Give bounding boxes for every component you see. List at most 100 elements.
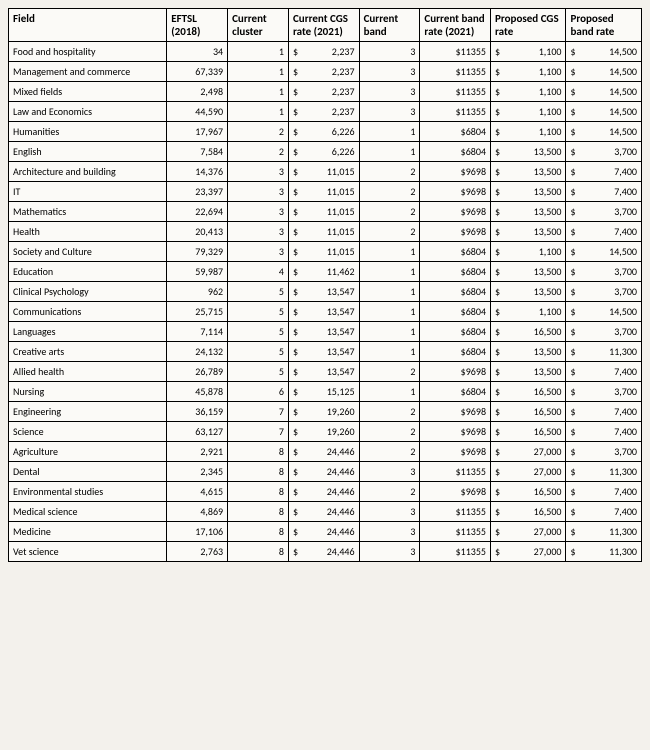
- cell-eftsl: 20,413: [167, 222, 228, 242]
- cell-pcgs: $13,500: [491, 142, 566, 162]
- cell-field: Medical science: [9, 502, 167, 522]
- cell-cluster: 1: [228, 42, 289, 62]
- cell-cgs: $2,237: [288, 102, 359, 122]
- cell-band: 2: [359, 422, 420, 442]
- amount: 27,000: [534, 445, 562, 458]
- cell-pcgs: $1,100: [491, 102, 566, 122]
- cell-cluster: 2: [228, 122, 289, 142]
- cell-pcgs: $16,500: [491, 322, 566, 342]
- cell-eftsl: 962: [167, 282, 228, 302]
- cell-field: IT: [9, 182, 167, 202]
- dollar-sign: $: [293, 345, 301, 358]
- cell-pband: $3,700: [566, 202, 642, 222]
- amount: 7,400: [614, 225, 637, 238]
- amount: 3,700: [614, 205, 637, 218]
- cell-cluster: 7: [228, 402, 289, 422]
- amount: 1,100: [539, 85, 562, 98]
- dollar-sign: $: [293, 305, 301, 318]
- amount: 7,400: [614, 365, 637, 378]
- dollar-sign: $: [570, 145, 578, 158]
- cell-cluster: 5: [228, 282, 289, 302]
- cell-field: Environmental studies: [9, 482, 167, 502]
- dollar-sign: $: [570, 465, 578, 478]
- cell-pband: $7,400: [566, 362, 642, 382]
- amount: 3,700: [614, 385, 637, 398]
- dollar-sign: $: [570, 45, 578, 58]
- cell-brate: $6804: [420, 282, 491, 302]
- table-row: Medical science4,8698$24,4463$11355$16,5…: [9, 502, 642, 522]
- amount: 13,547: [327, 345, 355, 358]
- cell-pband: $7,400: [566, 182, 642, 202]
- col-header-cgs: Current CGS rate (2021): [288, 9, 359, 42]
- cell-cgs: $24,446: [288, 482, 359, 502]
- cell-pcgs: $1,100: [491, 242, 566, 262]
- cell-pband: $3,700: [566, 142, 642, 162]
- table-row: Medicine17,1068$24,4463$11355$27,000$11,…: [9, 522, 642, 542]
- cell-eftsl: 4,869: [167, 502, 228, 522]
- cell-field: Nursing: [9, 382, 167, 402]
- cell-pband: $7,400: [566, 162, 642, 182]
- dollar-sign: $: [570, 125, 578, 138]
- cell-field: Agriculture: [9, 442, 167, 462]
- dollar-sign: $: [495, 305, 503, 318]
- dollar-sign: $: [495, 125, 503, 138]
- table-row: Architecture and building14,3763$11,0152…: [9, 162, 642, 182]
- cell-brate: $9698: [420, 162, 491, 182]
- col-header-brate: Current band rate (2021): [420, 9, 491, 42]
- cell-pcgs: $16,500: [491, 502, 566, 522]
- amount: 2,237: [332, 105, 355, 118]
- table-row: Mixed fields2,4981$2,2373$11355$1,100$14…: [9, 82, 642, 102]
- cell-cgs: $24,446: [288, 442, 359, 462]
- dollar-sign: $: [293, 285, 301, 298]
- cell-field: Creative arts: [9, 342, 167, 362]
- amount: 13,547: [327, 285, 355, 298]
- cell-cgs: $11,015: [288, 202, 359, 222]
- cell-pcgs: $27,000: [491, 462, 566, 482]
- dollar-sign: $: [570, 285, 578, 298]
- cell-pband: $14,500: [566, 42, 642, 62]
- amount: 14,500: [609, 65, 637, 78]
- dollar-sign: $: [495, 205, 503, 218]
- cell-pband: $14,500: [566, 302, 642, 322]
- table-row: English7,5842$6,2261$6804$13,500$3,700: [9, 142, 642, 162]
- amount: 16,500: [534, 425, 562, 438]
- cell-eftsl: 2,498: [167, 82, 228, 102]
- amount: 11,300: [609, 465, 637, 478]
- cell-pcgs: $27,000: [491, 542, 566, 562]
- cell-cluster: 2: [228, 142, 289, 162]
- cell-cgs: $13,547: [288, 282, 359, 302]
- cell-pband: $7,400: [566, 402, 642, 422]
- amount: 16,500: [534, 485, 562, 498]
- cell-eftsl: 7,114: [167, 322, 228, 342]
- dollar-sign: $: [495, 85, 503, 98]
- dollar-sign: $: [293, 325, 301, 338]
- cell-eftsl: 67,339: [167, 62, 228, 82]
- cell-cluster: 4: [228, 262, 289, 282]
- cell-pcgs: $13,500: [491, 342, 566, 362]
- cell-pcgs: $16,500: [491, 482, 566, 502]
- cell-brate: $11355: [420, 522, 491, 542]
- cell-eftsl: 7,584: [167, 142, 228, 162]
- table-row: Mathematics22,6943$11,0152$9698$13,500$3…: [9, 202, 642, 222]
- amount: 11,015: [327, 245, 355, 258]
- dollar-sign: $: [495, 425, 503, 438]
- dollar-sign: $: [293, 365, 301, 378]
- cell-band: 1: [359, 322, 420, 342]
- cell-eftsl: 36,159: [167, 402, 228, 422]
- cell-eftsl: 24,132: [167, 342, 228, 362]
- amount: 16,500: [534, 405, 562, 418]
- cell-field: Society and Culture: [9, 242, 167, 262]
- dollar-sign: $: [495, 245, 503, 258]
- table-row: IT23,3973$11,0152$9698$13,500$7,400: [9, 182, 642, 202]
- dollar-sign: $: [293, 125, 301, 138]
- col-header-field: Field: [9, 9, 167, 42]
- cell-brate: $9698: [420, 202, 491, 222]
- cell-brate: $9698: [420, 482, 491, 502]
- amount: 13,547: [327, 325, 355, 338]
- cell-eftsl: 45,878: [167, 382, 228, 402]
- amount: 24,446: [327, 445, 355, 458]
- cell-band: 2: [359, 222, 420, 242]
- amount: 14,500: [609, 85, 637, 98]
- cell-pband: $11,300: [566, 342, 642, 362]
- cell-cluster: 1: [228, 62, 289, 82]
